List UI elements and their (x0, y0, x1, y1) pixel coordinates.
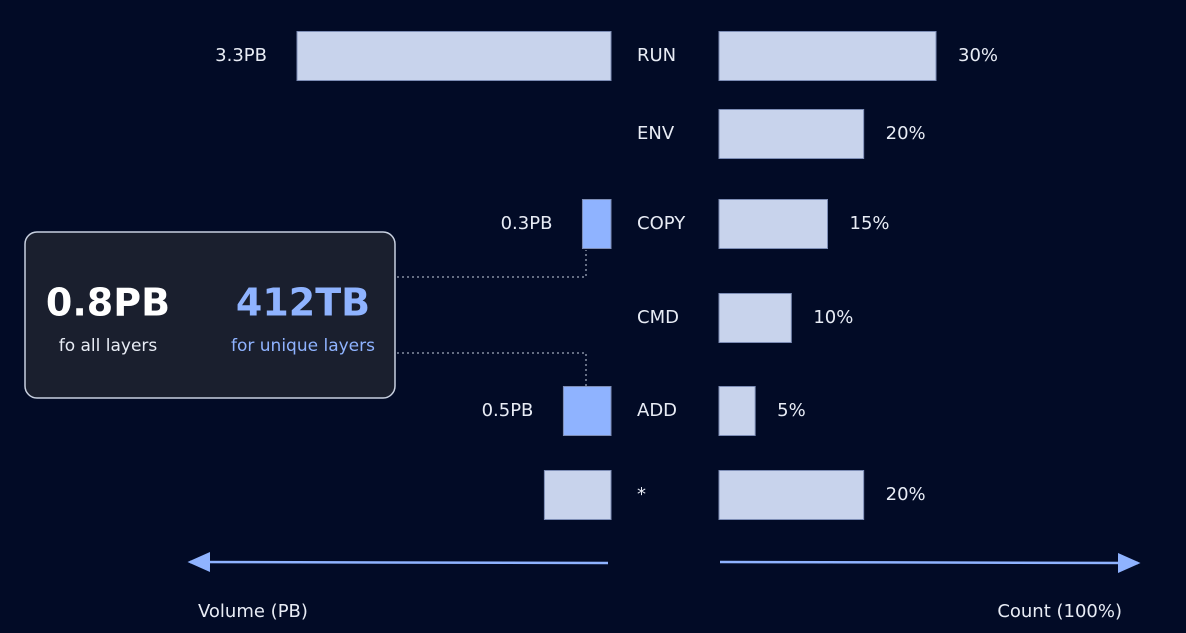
value-label: 10% (813, 307, 853, 328)
bar (718, 386, 756, 436)
category-label: RUN (637, 45, 676, 66)
connector (397, 250, 587, 278)
bar (718, 293, 792, 343)
bar (562, 386, 612, 436)
bar (543, 470, 612, 520)
bar (718, 199, 828, 249)
callout-all-label: fo all layers (59, 336, 158, 356)
value-label: 5% (777, 400, 806, 421)
callout-unique-value: 412TB (236, 281, 370, 325)
value-label: 30% (958, 45, 998, 66)
bar (718, 31, 937, 81)
callout-unique-label: for unique layers (231, 336, 375, 356)
connector (397, 352, 587, 386)
callout-box (24, 231, 396, 399)
category-label: CMD (637, 307, 679, 328)
category-label: * (637, 484, 646, 505)
bar (718, 109, 865, 159)
value-label: 15% (850, 213, 890, 234)
callout-all-value: 0.8PB (46, 281, 170, 325)
category-label: ENV (637, 123, 675, 144)
axis-label: Count (100%) (997, 601, 1122, 622)
value-label: 20% (886, 123, 926, 144)
value-label: 3.3PB (215, 45, 267, 66)
bar (581, 199, 612, 249)
category-label: ADD (637, 400, 677, 421)
bar (718, 470, 865, 520)
value-label: 0.5PB (482, 400, 534, 421)
axis-arrow (187, 552, 609, 573)
category-label: COPY (637, 213, 686, 234)
axis-label: Volume (PB) (198, 601, 308, 622)
axis-arrow (719, 552, 1141, 573)
value-label: 0.3PB (501, 213, 553, 234)
value-label: 20% (886, 484, 926, 505)
bar (296, 31, 612, 81)
